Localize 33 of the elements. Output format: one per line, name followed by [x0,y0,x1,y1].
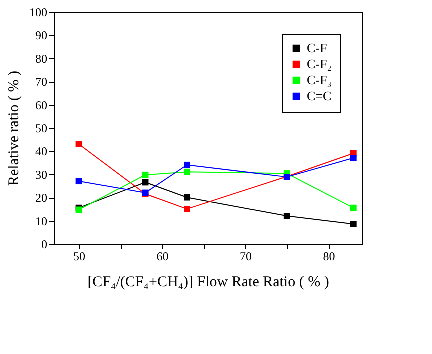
point [184,162,190,168]
x-axis-title: [CF₄/(CF₄+CH₄)] Flow Rate Ratio ( % ) [88,274,330,290]
point [184,206,190,212]
y-tick-label: 80 [36,52,48,66]
legend-label: C-F [307,40,328,56]
y-tick-label: 50 [36,122,48,136]
x-tick-label: 50 [73,250,86,264]
point [350,221,357,228]
point [142,179,149,186]
y-tick-label: 60 [36,98,48,112]
point [284,213,290,220]
y-tick-label: 30 [36,168,48,182]
y-tick-label: 100 [30,6,48,20]
point [76,141,82,148]
y-tick-label: 70 [36,75,48,90]
point [350,204,357,212]
legend-label: C-F₂ [307,56,332,72]
point [142,172,149,178]
x-tick-label: 60 [156,250,169,264]
point [76,178,82,185]
x-tick-label: 70 [240,250,252,264]
y-tick-label: 10 [36,214,48,228]
point [184,194,190,201]
y-tick-label: 0 [42,238,48,252]
point [184,168,190,176]
y-tick-label: 90 [36,28,48,43]
point [350,155,357,162]
y-tick-label: 20 [36,191,48,206]
y-tick-label: 40 [36,144,48,159]
y-axis-title: Relative ratio ( % ) [6,71,22,186]
legend-label: C=C [307,88,332,104]
legend-label: C-F₃ [307,72,332,88]
x-tick-label: 80 [323,250,336,264]
